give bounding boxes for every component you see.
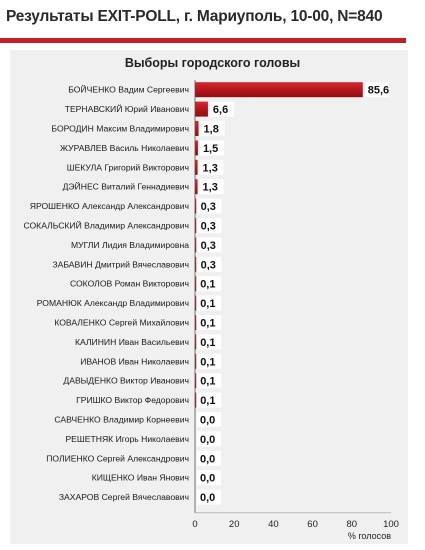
value-label: 1,5: [203, 143, 218, 155]
bar: [195, 82, 363, 98]
value-label: 0,3: [201, 259, 216, 271]
bar: [195, 198, 197, 214]
value-label-box: [200, 121, 225, 136]
value-label: 0,0: [200, 473, 215, 485]
category-label: КИЩЕНКО Иван Янович: [92, 473, 189, 483]
category-label: МУГЛИ Лидия Владимировна: [71, 240, 189, 250]
value-label: 0,1: [200, 279, 215, 291]
category-label: ПОЛИЕНКО Сергей Александрович: [46, 453, 189, 463]
value-label-box: [197, 489, 221, 505]
value-label-box: [197, 334, 222, 350]
value-label: 0,1: [200, 318, 215, 330]
value-label-box: [199, 159, 224, 175]
bar: [195, 218, 197, 233]
x-axis-label: % голосов: [348, 531, 391, 541]
category-label: СОКОЛОВ Роман Викторович: [70, 279, 189, 289]
value-label-box: [197, 353, 222, 369]
bar: [195, 276, 197, 292]
value-label: 0,0: [200, 434, 215, 446]
value-label-box: [197, 256, 222, 272]
red-divider: [0, 38, 406, 43]
value-label-box: [199, 179, 224, 195]
value-label: 0,1: [200, 298, 215, 310]
bar: [195, 237, 197, 253]
category-label: БОРОДИН Максим Владимирович: [51, 124, 189, 134]
bar: [195, 295, 197, 311]
category-label: КОВАЛЕНКО Сергей Михайлович: [54, 318, 189, 328]
category-label: ЗАХАРОВ Сергей Вячеславович: [59, 492, 189, 502]
value-label: 0,0: [200, 415, 215, 427]
bar: [195, 121, 199, 136]
bar: [195, 392, 197, 408]
value-label-box: [197, 218, 222, 233]
value-label: 0,3: [201, 240, 216, 252]
value-label-box: [197, 450, 221, 466]
bar: [195, 179, 198, 195]
page-title: Результаты EXIT-POLL, г. Мариуполь, 10-0…: [6, 8, 383, 25]
value-label-box: [199, 140, 224, 156]
category-label: ИВАНОВ Иван Николаевич: [80, 356, 189, 366]
category-label: ТЕРНАВСКИЙ Юрий Иванович: [65, 103, 189, 114]
value-label-box: [209, 101, 234, 117]
bar: [195, 315, 197, 330]
x-tick-label: 80: [347, 519, 358, 530]
value-label-box: [197, 315, 222, 330]
value-label-box: [197, 237, 222, 253]
category-label: ГРИШКО Виктор Федорович: [76, 395, 189, 405]
chart-title: Выборы городского головы: [124, 56, 301, 70]
value-label: 1,3: [203, 162, 218, 174]
category-label: ЖУРАВЛЕВ Василь Николаевич: [60, 143, 189, 153]
category-label: ЯРОШЕНКО Александр Александрович: [30, 201, 189, 211]
value-label: 1,8: [204, 124, 219, 136]
bar: [195, 256, 197, 272]
x-tick-label: 60: [307, 519, 318, 530]
x-tick-label: 40: [268, 519, 279, 530]
category-label: ЗАБАВИН Дмитрий Вячеславович: [52, 259, 189, 269]
value-label: 0,3: [201, 201, 216, 213]
value-label: 0,0: [200, 492, 215, 504]
category-label: ДЭЙНЕС Виталий Геннадиевич: [63, 181, 189, 192]
x-tick-label: 20: [229, 519, 240, 530]
value-label-box: [197, 295, 222, 311]
bar: [195, 334, 197, 350]
value-label: 0,1: [200, 395, 215, 407]
category-label: ДАВЫДЕНКО Виктор Иванович: [63, 376, 189, 386]
category-label: БОЙЧЕНКО Вадим Сергеевич: [68, 84, 189, 95]
bar: [195, 101, 208, 117]
value-label: 0,3: [201, 221, 216, 233]
value-label: 0,0: [200, 453, 215, 465]
bar: [195, 140, 198, 156]
value-label: 1,3: [203, 182, 218, 194]
value-label: 0,1: [200, 376, 215, 388]
value-label: 85,6: [368, 85, 389, 97]
value-label: 6,6: [213, 104, 228, 116]
value-label: 0,1: [200, 337, 215, 349]
x-tick-label: 100: [383, 519, 399, 530]
bar: [195, 373, 197, 389]
category-label: РЕШЕТНЯК Игорь Николаевич: [65, 434, 189, 444]
value-label-box: [197, 198, 222, 214]
value-label-box: [364, 82, 389, 98]
category-label: ШЕКУЛА Григорий Викторович: [67, 162, 189, 172]
value-label-box: [197, 431, 221, 447]
value-label-box: [197, 392, 222, 408]
header-bar: Результаты EXIT-POLL, г. Мариуполь, 10-0…: [0, 0, 425, 34]
category-label: СОКАЛЬСКИЙ Владимир Александрович: [23, 220, 189, 231]
category-label: САВЧЕНКО Владимир Корнеевич: [54, 415, 189, 425]
value-label: 0,1: [200, 356, 215, 368]
category-label: РОМАНЮК Александр Владимирович: [37, 298, 189, 308]
value-label-box: [197, 276, 222, 292]
category-label: КАЛИНИН Иван Васильевич: [75, 337, 189, 347]
value-label-box: [197, 470, 221, 486]
bar: [195, 353, 197, 369]
x-tick-label: 0: [192, 519, 197, 530]
value-label-box: [197, 373, 222, 389]
bar: [195, 159, 198, 175]
value-label-box: [197, 412, 221, 427]
